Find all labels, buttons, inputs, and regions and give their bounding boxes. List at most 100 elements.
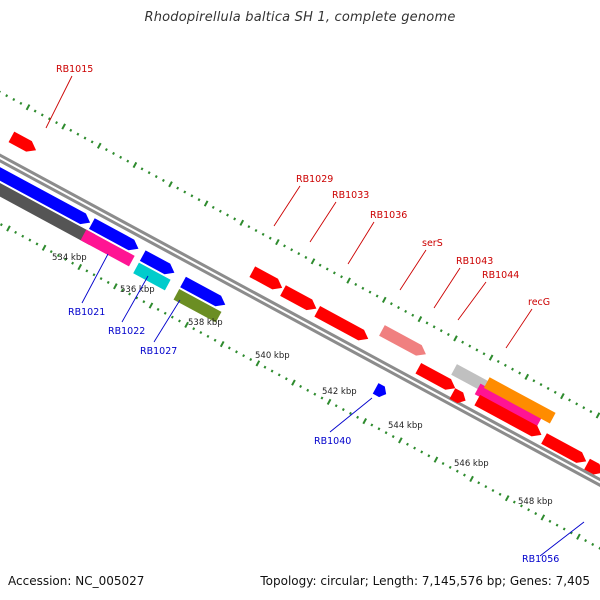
tick-mark bbox=[589, 410, 593, 414]
gene-label[interactable]: RB1033 bbox=[332, 190, 369, 201]
tick-mark bbox=[341, 408, 345, 412]
tick-mark bbox=[170, 315, 174, 319]
tick-mark bbox=[417, 315, 423, 323]
tick-mark bbox=[128, 292, 132, 296]
gene-rb1033-arrow bbox=[280, 285, 317, 311]
tick-mark bbox=[148, 302, 154, 309]
tick-mark bbox=[576, 533, 581, 540]
tick-mark bbox=[126, 159, 130, 163]
tick-mark bbox=[313, 392, 317, 396]
gene-small-arrow bbox=[449, 388, 466, 404]
tick-mark bbox=[135, 296, 139, 300]
tick-mark bbox=[247, 225, 251, 229]
leader-line bbox=[457, 281, 487, 321]
tick-mark bbox=[0, 90, 1, 94]
gene-sers-arrow bbox=[379, 325, 426, 356]
tick-mark bbox=[40, 113, 44, 117]
tick-mark bbox=[49, 250, 53, 254]
tick-mark bbox=[178, 319, 181, 323]
tick-mark bbox=[121, 288, 124, 292]
tick-mark bbox=[283, 244, 286, 248]
tick-mark bbox=[6, 225, 11, 232]
tick-mark bbox=[190, 194, 194, 198]
tick-mark bbox=[219, 340, 225, 348]
scale-label: 546 kbp bbox=[454, 459, 489, 469]
tick-marks bbox=[0, 90, 600, 550]
gene-label[interactable]: serS bbox=[422, 238, 443, 249]
tick-mark bbox=[503, 363, 507, 367]
tick-mark bbox=[21, 234, 25, 238]
gene-label[interactable]: RB1021 bbox=[68, 307, 105, 318]
tick-mark bbox=[184, 321, 189, 328]
tick-mark bbox=[199, 330, 203, 335]
tick-mark bbox=[595, 412, 600, 419]
tick-mark bbox=[391, 435, 395, 439]
tick-mark bbox=[413, 446, 417, 450]
tick-mark bbox=[448, 465, 452, 469]
scale-label: 540 kbp bbox=[255, 351, 290, 361]
tick-mark bbox=[461, 340, 465, 344]
tick-mark bbox=[183, 190, 187, 194]
tick-mark bbox=[446, 332, 450, 337]
tick-mark bbox=[475, 348, 479, 352]
tick-mark bbox=[511, 367, 514, 371]
tick-mark bbox=[71, 261, 75, 265]
gene-label[interactable]: RB1027 bbox=[140, 346, 177, 357]
tick-mark bbox=[263, 365, 267, 369]
tick-mark bbox=[540, 514, 546, 521]
tick-mark bbox=[306, 388, 310, 392]
tick-mark bbox=[520, 504, 523, 508]
tick-mark bbox=[25, 104, 31, 111]
tick-mark bbox=[132, 161, 138, 169]
tick-mark bbox=[377, 427, 381, 431]
tick-mark bbox=[320, 396, 324, 400]
gene-label[interactable]: RB1056 bbox=[522, 554, 559, 565]
leader-line bbox=[153, 299, 181, 343]
tick-mark bbox=[154, 175, 158, 179]
tick-mark bbox=[546, 386, 550, 390]
tick-mark bbox=[104, 148, 108, 152]
tick-mark bbox=[197, 198, 201, 202]
tick-mark bbox=[47, 117, 51, 121]
leader-line bbox=[539, 521, 585, 557]
tick-mark bbox=[411, 313, 415, 317]
tick-mark bbox=[482, 352, 486, 356]
tick-mark bbox=[277, 373, 281, 377]
tick-mark bbox=[227, 346, 231, 350]
gene-label[interactable]: RB1029 bbox=[296, 174, 333, 185]
gene-label[interactable]: RB1044 bbox=[482, 270, 519, 281]
tick-mark bbox=[297, 252, 301, 256]
tick-mark bbox=[332, 271, 336, 275]
gene-label[interactable]: RB1015 bbox=[56, 64, 93, 75]
gene-label[interactable]: RB1022 bbox=[108, 326, 145, 337]
tick-mark bbox=[112, 151, 115, 155]
tick-mark bbox=[404, 309, 408, 313]
tick-mark bbox=[77, 263, 83, 271]
backbone-line bbox=[0, 153, 600, 482]
scale-label: 544 kbp bbox=[388, 421, 423, 431]
gene-label[interactable]: recG bbox=[528, 297, 550, 308]
tick-mark bbox=[432, 325, 436, 329]
tick-mark bbox=[356, 415, 360, 419]
tick-mark bbox=[106, 280, 110, 284]
tick-mark bbox=[249, 357, 253, 362]
tick-mark bbox=[425, 321, 429, 325]
tick-mark bbox=[569, 531, 573, 535]
tick-mark bbox=[318, 263, 322, 267]
tick-mark bbox=[254, 228, 258, 233]
tick-mark bbox=[527, 508, 531, 512]
tick-mark bbox=[5, 94, 9, 98]
tick-mark bbox=[203, 200, 209, 207]
tick-mark bbox=[213, 338, 217, 342]
gene-label[interactable]: RB1036 bbox=[370, 210, 407, 221]
gene-label[interactable]: RB1040 bbox=[314, 436, 351, 447]
gene-right-arrow bbox=[541, 433, 587, 463]
genome-backbone bbox=[0, 153, 600, 487]
gene-rb1021-arrow bbox=[89, 218, 139, 251]
tick-mark bbox=[361, 286, 365, 290]
tick-mark bbox=[119, 155, 123, 159]
tick-mark bbox=[453, 335, 458, 342]
tick-mark bbox=[397, 306, 400, 310]
gene-label[interactable]: RB1043 bbox=[456, 256, 493, 267]
